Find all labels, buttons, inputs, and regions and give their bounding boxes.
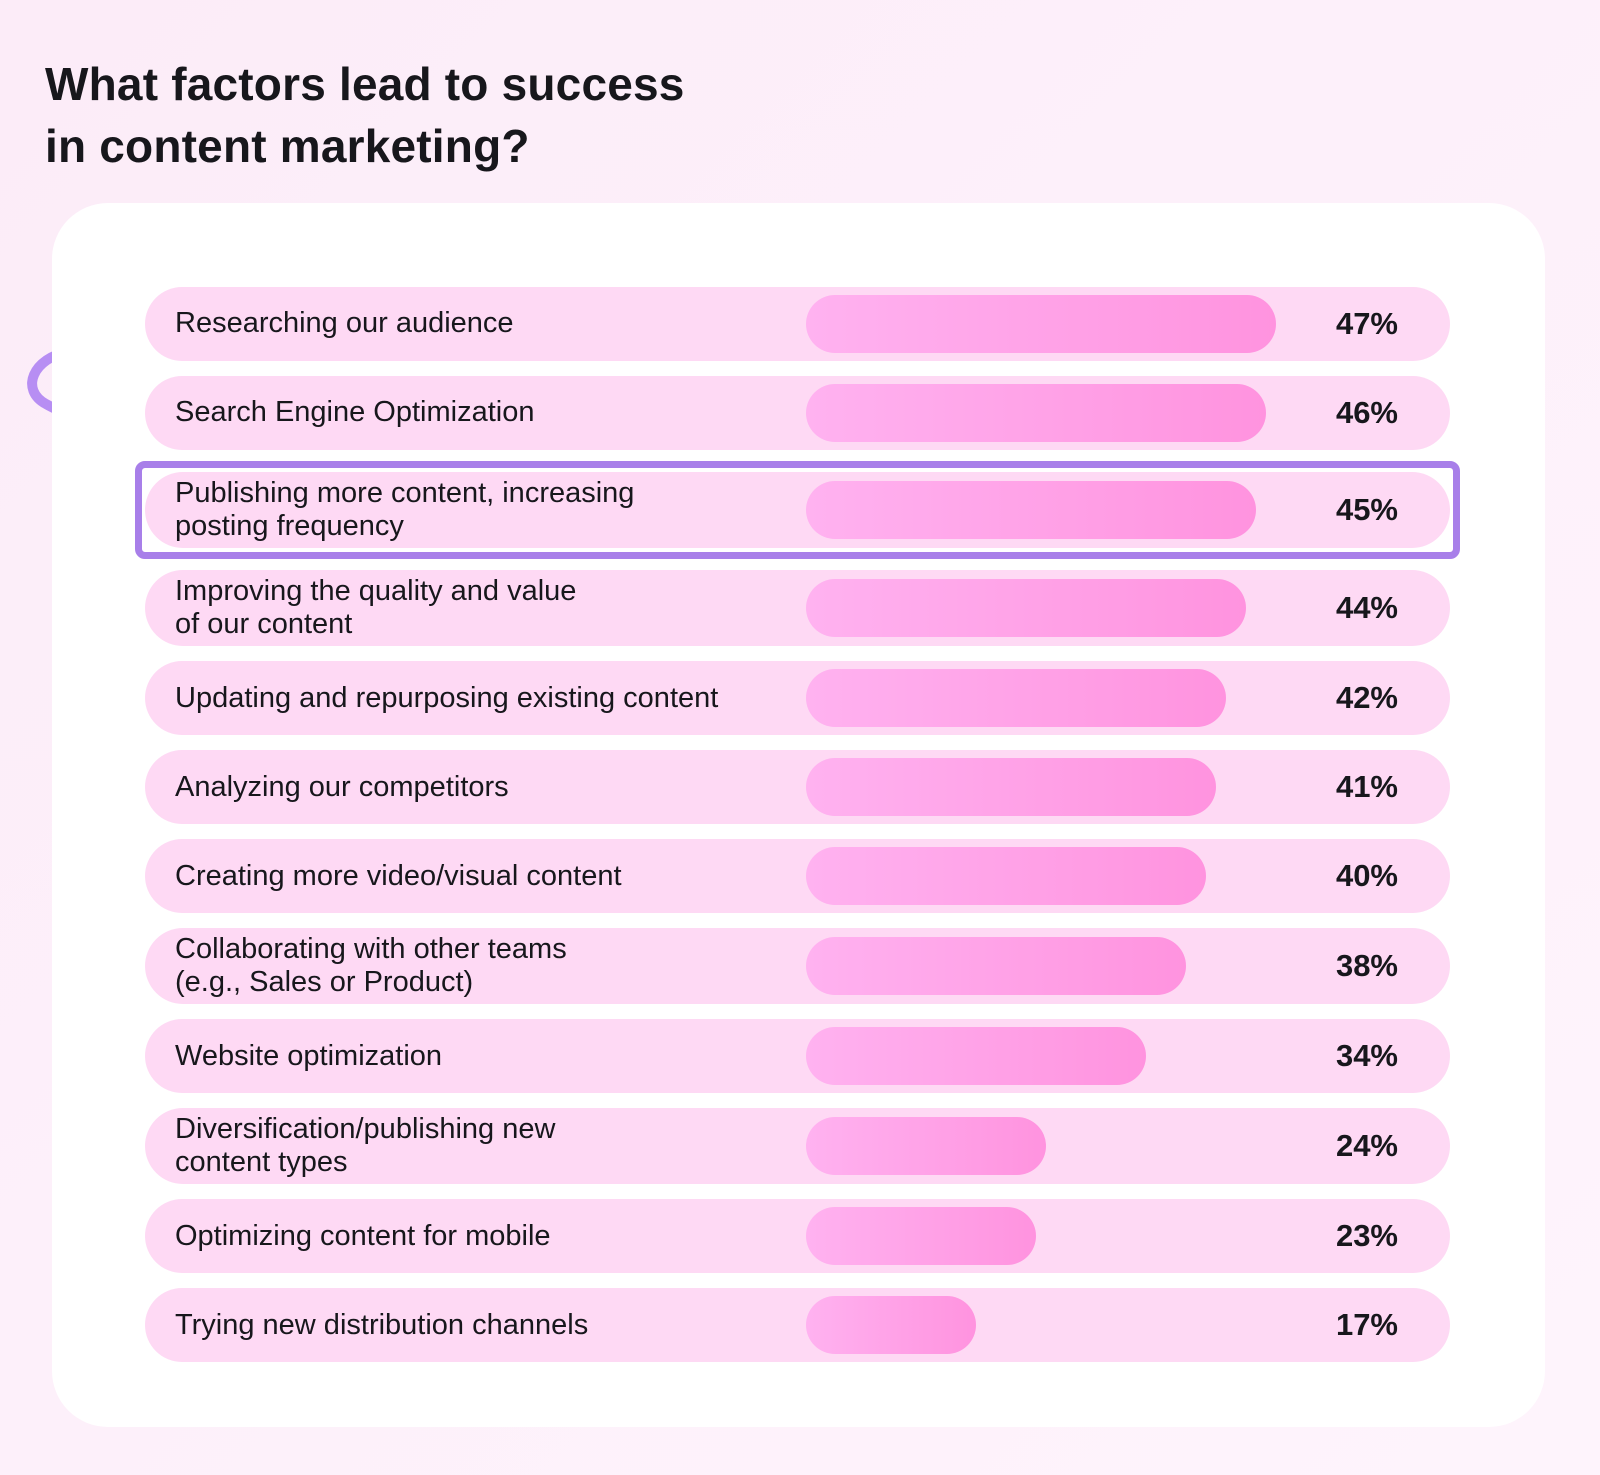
bar-zone: [806, 669, 1276, 728]
factor-row: Diversification/publishing new content t…: [145, 1108, 1450, 1185]
bar-zone: [806, 579, 1276, 638]
factor-row: Website optimization 34%: [145, 1019, 1450, 1094]
factor-percent: 24%: [1335, 1128, 1398, 1164]
factor-bar: [806, 579, 1246, 638]
factor-bar: [806, 481, 1256, 540]
factor-label: Improving the quality and value of our c…: [175, 575, 577, 641]
factor-bar: [806, 847, 1206, 906]
factor-label: Collaborating with other teams (e.g., Sa…: [175, 933, 567, 999]
factor-bar: [806, 1207, 1036, 1266]
factor-bar: [806, 758, 1216, 817]
factor-label: Analyzing our competitors: [175, 770, 509, 803]
factor-percent: 23%: [1335, 1218, 1398, 1254]
factor-percent: 42%: [1335, 680, 1398, 716]
factor-percent: 46%: [1335, 395, 1398, 430]
bar-zone: [806, 384, 1276, 442]
factor-label: Diversification/publishing new content t…: [175, 1113, 556, 1179]
factor-row: Improving the quality and value of our c…: [145, 570, 1450, 647]
bar-zone: [806, 1296, 1276, 1355]
factor-percent: 17%: [1335, 1307, 1398, 1343]
bar-zone: [806, 295, 1276, 353]
factor-row: Trying new distribution channels 17%: [145, 1288, 1450, 1363]
factor-row: Optimizing content for mobile 23%: [145, 1199, 1450, 1274]
factor-percent: 40%: [1335, 858, 1398, 894]
factor-bar: [806, 384, 1266, 442]
factor-label: Trying new distribution channels: [175, 1308, 589, 1341]
factor-label: Search Engine Optimization: [175, 396, 535, 429]
factor-percent: 41%: [1335, 769, 1398, 805]
bar-zone: [806, 847, 1276, 906]
factor-row: Publishing more content, increasing post…: [145, 472, 1450, 549]
factor-bar: [806, 295, 1276, 353]
factor-label: Researching our audience: [175, 307, 514, 340]
factor-bar: [806, 669, 1226, 728]
bar-zone: [806, 481, 1276, 540]
factor-bar: [806, 937, 1186, 996]
factor-label: Website optimization: [175, 1039, 443, 1072]
chart-card: Researching our audience 47% Search Engi…: [52, 203, 1545, 1427]
factor-label: Optimizing content for mobile: [175, 1219, 551, 1252]
factor-label: Publishing more content, increasing post…: [175, 477, 635, 543]
bar-zone: [806, 1027, 1276, 1086]
factor-label: Creating more video/visual content: [175, 859, 622, 892]
factor-row: Creating more video/visual content 40%: [145, 839, 1450, 914]
factor-row: Updating and repurposing existing conten…: [145, 661, 1450, 736]
factor-bar: [806, 1296, 976, 1355]
factor-row: Researching our audience 47%: [145, 287, 1450, 361]
factor-bar: [806, 1117, 1046, 1176]
factor-row: Collaborating with other teams (e.g., Sa…: [145, 928, 1450, 1005]
factor-percent: 34%: [1335, 1038, 1398, 1074]
factor-label: Updating and repurposing existing conten…: [175, 681, 719, 714]
bar-zone: [806, 1117, 1276, 1176]
bar-zone: [806, 1207, 1276, 1266]
factor-percent: 44%: [1335, 590, 1398, 626]
page-title: What factors lead to success in content …: [45, 57, 685, 173]
factor-percent: 45%: [1335, 492, 1398, 528]
bar-zone: [806, 937, 1276, 996]
factor-percent: 47%: [1335, 306, 1398, 341]
highlight-box: Publishing more content, increasing post…: [135, 461, 1460, 560]
factor-percent: 38%: [1335, 948, 1398, 984]
factor-bar: [806, 1027, 1146, 1086]
bar-zone: [806, 758, 1276, 817]
factor-row: Search Engine Optimization 46%: [145, 376, 1450, 450]
factor-list: Researching our audience 47% Search Engi…: [135, 287, 1460, 1363]
factor-row: Analyzing our competitors 41%: [145, 750, 1450, 825]
